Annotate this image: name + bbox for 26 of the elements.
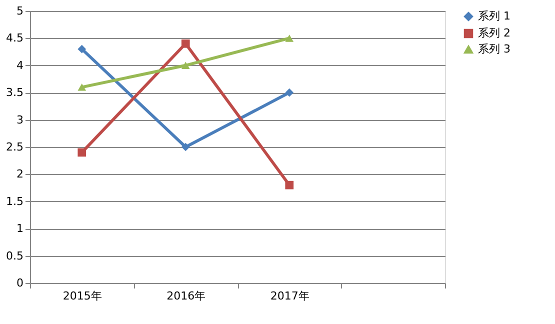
point bbox=[285, 34, 294, 42]
point bbox=[78, 148, 86, 157]
y-tick-label: 4.5 bbox=[6, 32, 24, 45]
x-tick-label: 2017年 bbox=[270, 290, 310, 302]
x-tick-label: 2015年 bbox=[62, 290, 102, 302]
legend-label: 系列 2 bbox=[478, 26, 510, 40]
point bbox=[181, 39, 190, 48]
y-tick-label: 0.5 bbox=[6, 249, 24, 262]
y-tick-label: 1.5 bbox=[6, 194, 24, 208]
legend-label: 系列 1 bbox=[478, 10, 510, 22]
point bbox=[181, 62, 190, 70]
point bbox=[285, 88, 294, 97]
y-tick-label: 3.5 bbox=[6, 86, 24, 100]
y-tick-label: 2 bbox=[16, 168, 24, 181]
x-tick-label: 2016年 bbox=[166, 290, 206, 302]
y-tick-label: 3 bbox=[16, 113, 24, 126]
y-tick-label: 4 bbox=[16, 58, 24, 72]
point bbox=[285, 180, 294, 190]
y-tick-label: 1 bbox=[16, 222, 24, 236]
point bbox=[78, 84, 86, 91]
legend-label: 系列 3 bbox=[478, 42, 510, 56]
y-tick-label: 2.5 bbox=[6, 140, 24, 154]
point bbox=[78, 44, 86, 54]
y-tick-label: 5 bbox=[16, 4, 24, 18]
point bbox=[181, 142, 190, 152]
y-tick-label: 0 bbox=[16, 276, 24, 290]
